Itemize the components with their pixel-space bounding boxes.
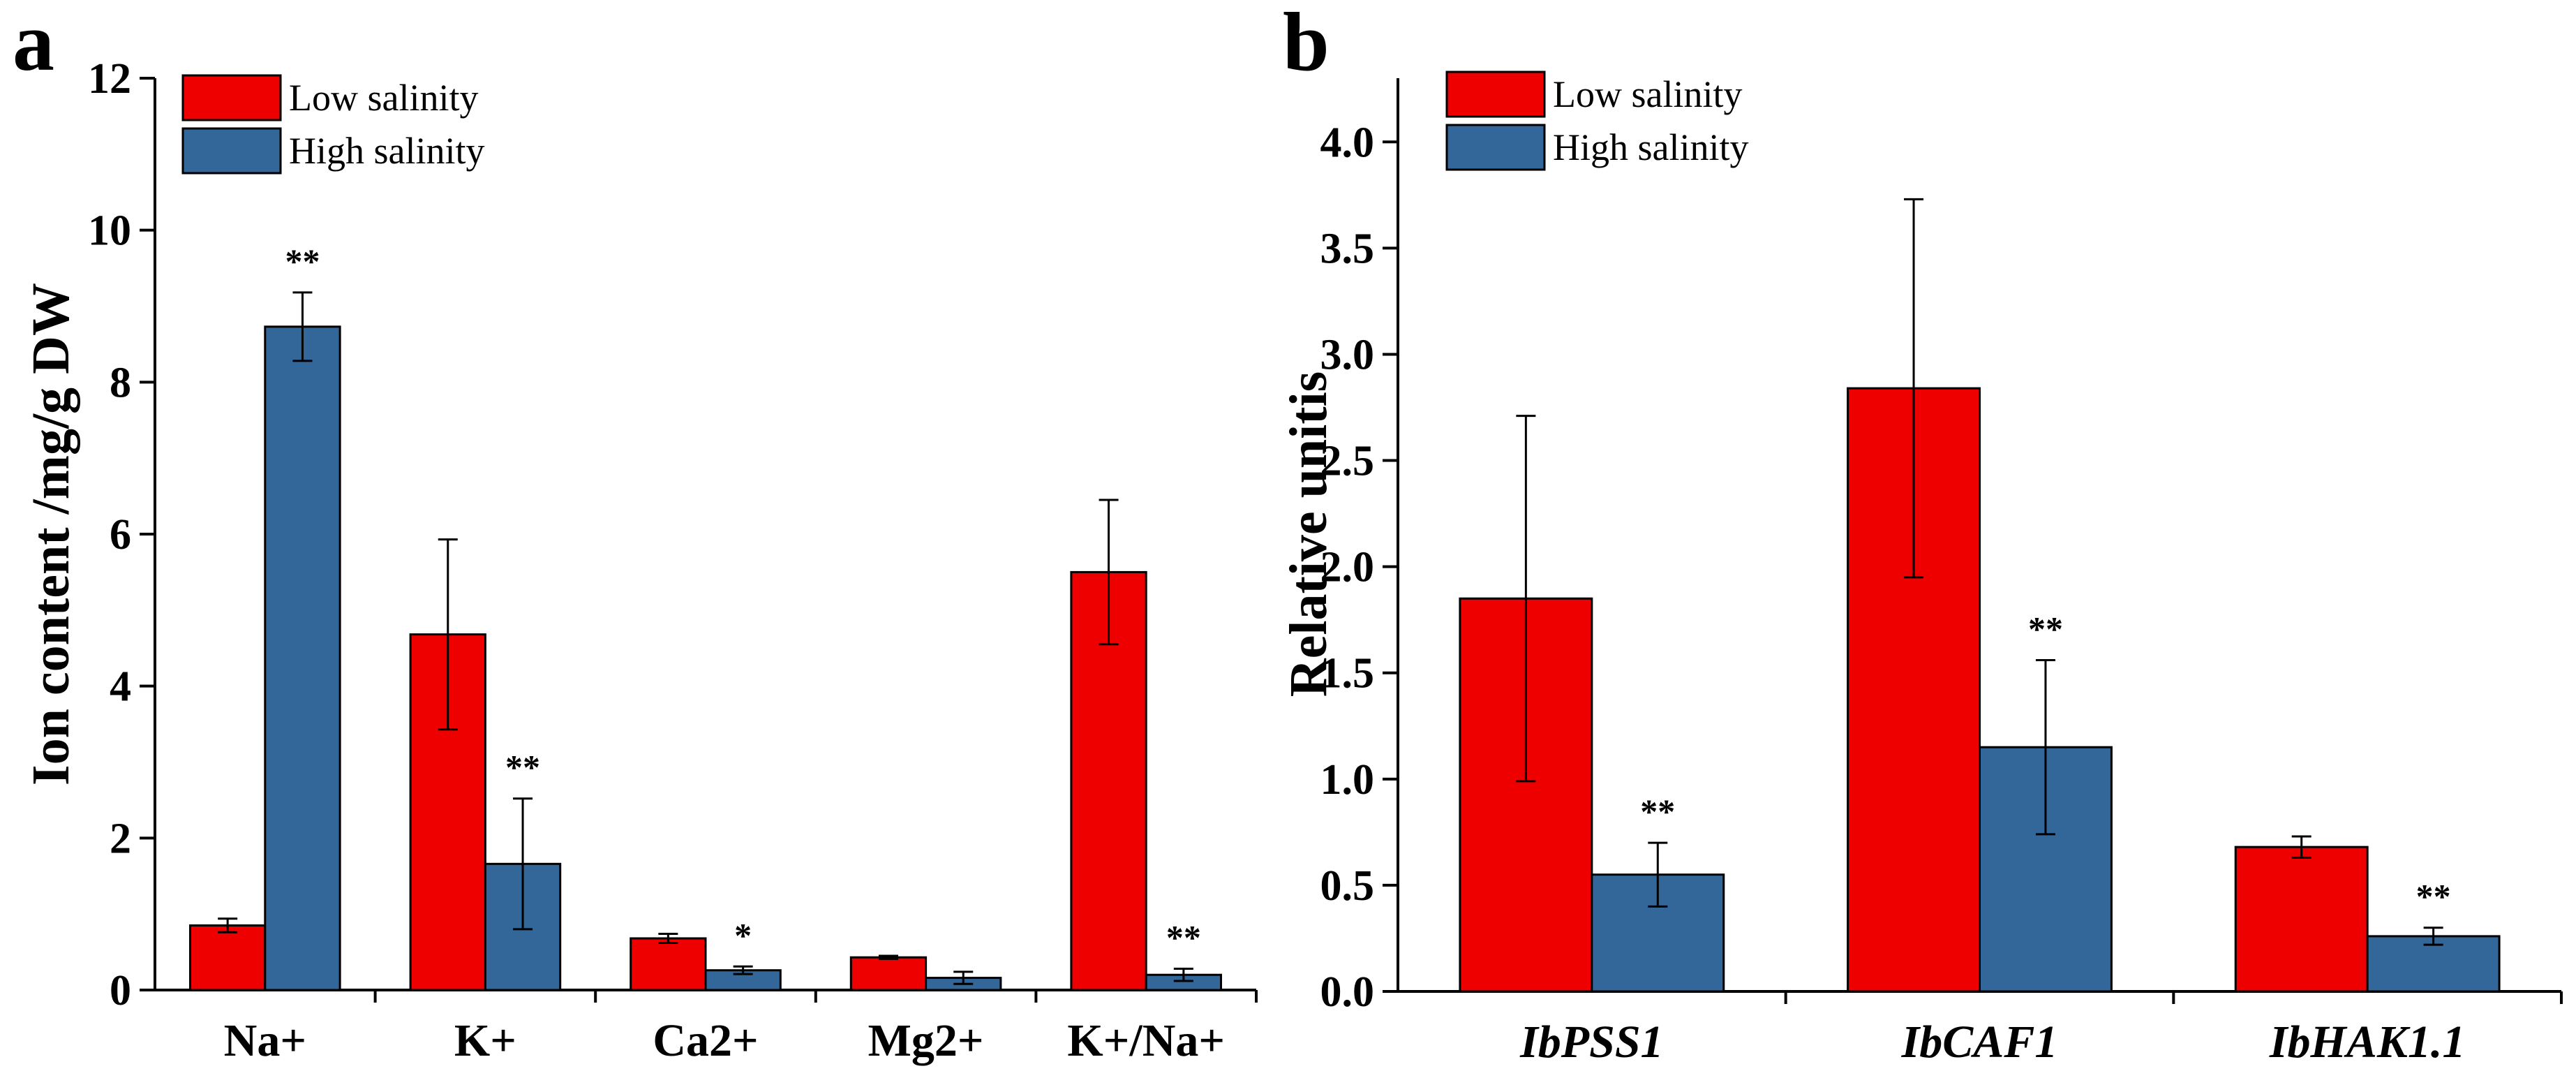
y-tick-label: 4 — [110, 663, 131, 711]
bar-low-salinity — [188, 924, 267, 991]
bar-low-salinity — [2234, 846, 2369, 993]
y-tick-label: 1.0 — [1320, 756, 1375, 804]
legend-swatch-high-salinity — [1445, 124, 1546, 171]
significance-label: ** — [1166, 918, 1201, 957]
panel-letter: a — [13, 0, 54, 88]
y-tick-label: 0.5 — [1320, 862, 1375, 910]
panel-a: a 0 2 4 6 8 10 12 Ion content /mg/g DW ** Na+ ** K+ *… — [13, 0, 1258, 1066]
y-tick-label: 2 — [110, 815, 131, 862]
legend-swatch-low-salinity — [1445, 71, 1546, 118]
legend-swatch-low-salinity — [181, 74, 282, 121]
significance-label: ** — [2416, 877, 2451, 916]
y-tick-label: 4.0 — [1320, 119, 1375, 166]
y-axis-label: Ion content /mg/g DW — [22, 283, 80, 785]
legend-label: Low salinity — [289, 77, 478, 119]
panel-b: b 0.0 0.5 1.0 1.5 2.0 2.5 3.0 3.5 4.0 Relative uni… — [1279, 0, 2563, 1068]
significance-label: ** — [285, 242, 320, 281]
y-tick-label: 2.5 — [1320, 438, 1375, 485]
y-tick-label: 0 — [110, 967, 131, 1014]
x-tick-label: K+/Na+ — [1067, 1015, 1225, 1066]
legend-label: High salinity — [1553, 126, 1749, 168]
bar-high-salinity — [264, 325, 341, 991]
panel-letter: b — [1283, 0, 1330, 88]
significance-label: ** — [2028, 609, 2063, 648]
significance-label: ** — [505, 748, 540, 787]
y-tick-label: 1.5 — [1320, 650, 1375, 697]
y-tick-label: 12 — [88, 55, 131, 103]
y-tick-label: 8 — [110, 359, 131, 406]
y-tick-label: 3.0 — [1320, 331, 1375, 378]
x-tick-label: IbHAK1.1 — [2269, 1017, 2466, 1068]
significance-label: ** — [1640, 792, 1675, 831]
y-tick-label: 3.5 — [1320, 225, 1375, 272]
y-tick-label: 0.0 — [1320, 968, 1375, 1016]
x-tick-label: K+ — [454, 1015, 516, 1066]
legend-label: Low salinity — [1553, 73, 1742, 115]
bar-high-salinity — [1591, 873, 1725, 993]
y-tick-label: 6 — [110, 511, 131, 559]
y-axis-label: Relative unitis — [1279, 371, 1338, 697]
x-tick-label: Mg2+ — [868, 1015, 984, 1066]
bar-low-salinity — [1459, 597, 1593, 993]
x-tick-label: Ca2+ — [653, 1015, 758, 1066]
bar-low-salinity — [849, 956, 928, 991]
y-tick-label: 10 — [88, 207, 131, 255]
bar-low-salinity — [630, 937, 707, 991]
y-tick-label: 2.0 — [1320, 544, 1375, 591]
x-tick-label: IbCAF1 — [1901, 1017, 2058, 1068]
x-tick-label: IbPSS1 — [1519, 1017, 1663, 1068]
legend-label: High salinity — [289, 130, 485, 172]
legend-swatch-high-salinity — [181, 127, 282, 175]
significance-label: * — [734, 915, 752, 954]
x-tick-label: Na+ — [224, 1015, 306, 1066]
